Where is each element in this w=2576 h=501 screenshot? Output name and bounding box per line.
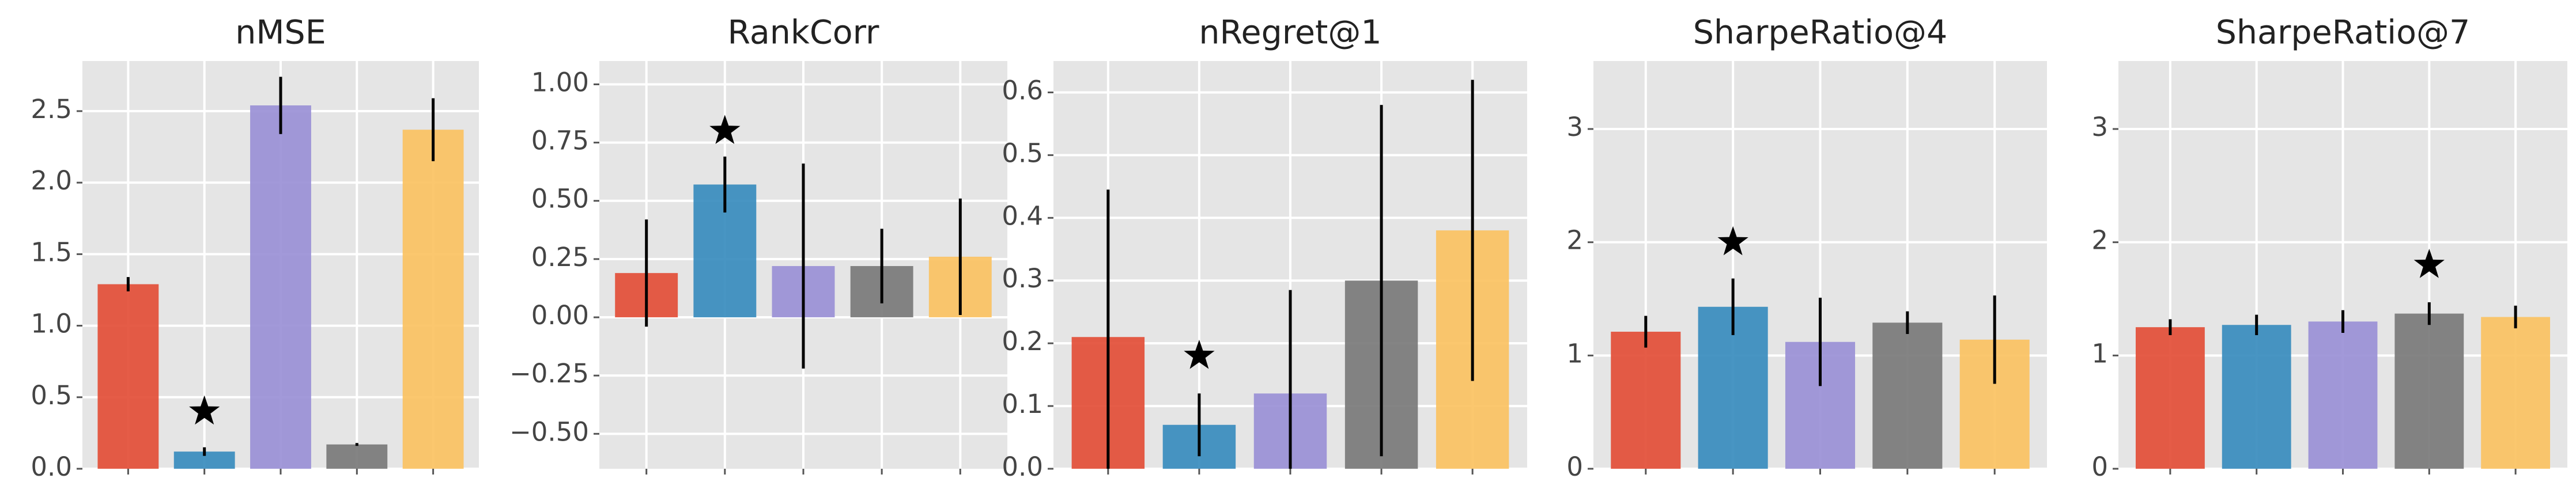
best-marker (709, 115, 741, 144)
y-tick-label: 2 (1566, 225, 1583, 256)
chart-title: SharpeRatio@4 (1693, 14, 1948, 52)
best-marker (189, 395, 220, 425)
y-tick-label: −0.25 (509, 358, 589, 389)
y-tick-label: 3 (1566, 112, 1583, 142)
y-tick-label: 1 (2091, 338, 2108, 369)
y-tick-label: 0.00 (531, 300, 589, 331)
y-tick-label: 1 (1566, 338, 1583, 369)
y-tick-label: 0.1 (1002, 389, 1043, 419)
bar (326, 444, 388, 469)
y-tick-label: 2.0 (31, 165, 72, 196)
y-tick-label: 0.5 (1002, 138, 1043, 168)
bar (250, 105, 311, 469)
y-tick-label: 0.0 (31, 451, 72, 482)
chart-title: SharpeRatio@7 (2216, 14, 2471, 52)
y-tick-label: 0.75 (531, 126, 589, 156)
bar (97, 284, 159, 469)
y-tick-label: 3 (2091, 112, 2108, 142)
bar (2308, 321, 2378, 469)
bar (1872, 322, 1943, 469)
y-tick-label: 1.00 (531, 67, 589, 97)
bar (2135, 327, 2205, 469)
y-tick-label: 0.2 (1002, 326, 1043, 356)
y-tick-label: 0.6 (1002, 75, 1043, 105)
y-tick-label: 1.5 (31, 237, 72, 267)
bar (1611, 332, 1681, 469)
best-marker (1717, 226, 1748, 256)
y-tick-label: 1.0 (31, 309, 72, 339)
y-tick-label: −0.50 (509, 416, 589, 447)
y-tick-label: 0.25 (531, 242, 589, 272)
chart-title: nRegret@1 (1199, 14, 1381, 52)
bar (402, 130, 464, 469)
chart-title: nMSE (235, 14, 326, 52)
y-tick-label: 0.0 (1002, 451, 1043, 482)
y-tick-label: 0.3 (1002, 263, 1043, 294)
y-tick-label: 0.5 (31, 380, 72, 411)
y-tick-label: 0 (1566, 451, 1583, 482)
y-tick-label: 0.50 (531, 184, 589, 214)
y-tick-label: 0.4 (1002, 200, 1043, 231)
chart-title: RankCorr (728, 14, 880, 52)
y-tick-label: 2.5 (31, 94, 72, 124)
y-tick-label: 0 (2091, 451, 2108, 482)
bar (2394, 313, 2464, 469)
bar (2222, 325, 2291, 469)
best-marker (1184, 339, 1215, 369)
y-tick-label: 2 (2091, 225, 2108, 256)
best-marker (2413, 249, 2445, 278)
bar (2481, 317, 2551, 469)
